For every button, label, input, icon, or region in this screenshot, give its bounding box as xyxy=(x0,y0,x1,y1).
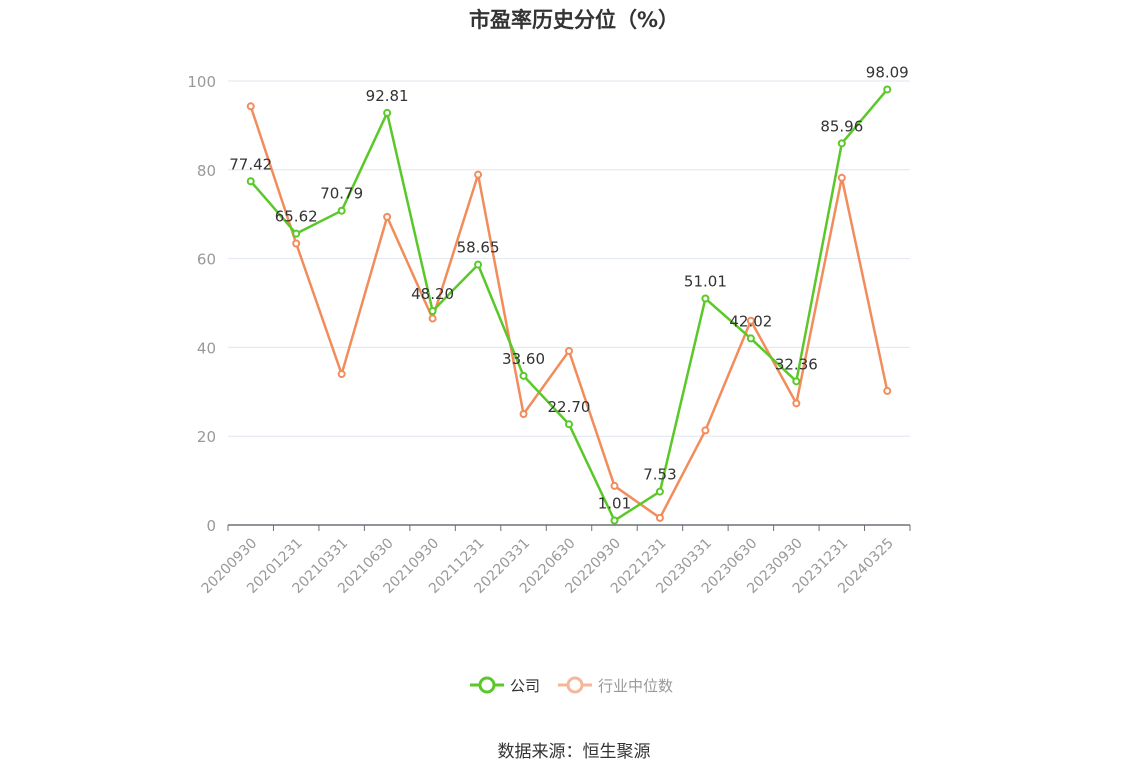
data-point-industry-median xyxy=(883,386,892,395)
data-point-company xyxy=(246,177,255,186)
data-label-company: 58.65 xyxy=(457,239,500,257)
data-point-company xyxy=(337,206,346,215)
data-point-company xyxy=(383,108,392,117)
data-label-company: 65.62 xyxy=(275,208,318,226)
data-point-industry-median xyxy=(746,316,755,325)
data-point-company xyxy=(701,294,710,303)
data-point-industry-median xyxy=(474,170,483,179)
data-point-industry-median xyxy=(246,102,255,111)
data-point-company xyxy=(883,85,892,94)
data-label-company: 7.53 xyxy=(643,466,676,484)
series-line-industry-median xyxy=(249,105,889,520)
data-point-industry-median xyxy=(792,399,801,408)
chart-title: 市盈率历史分位（%） xyxy=(468,8,680,32)
legend-label-industry-median: 行业中位数 xyxy=(598,676,674,695)
y-tick-label: 40 xyxy=(197,339,216,357)
data-label-company: 85.96 xyxy=(820,117,863,135)
data-label-company: 33.60 xyxy=(502,350,545,368)
legend-line-circle-icon xyxy=(558,676,592,694)
data-point-industry-median xyxy=(655,513,664,522)
data-point-company xyxy=(610,516,619,525)
data-point-company xyxy=(837,139,846,148)
data-label-company: 51.01 xyxy=(684,273,727,291)
data-point-industry-median xyxy=(837,173,846,182)
series-line-company xyxy=(249,88,889,522)
data-point-company xyxy=(474,260,483,269)
data-point-industry-median xyxy=(565,346,573,355)
legend-item-company[interactable]: 公司 xyxy=(470,672,540,698)
y-tick-label: 100 xyxy=(187,73,216,91)
legend-line-circle-icon xyxy=(470,676,504,694)
data-source-note: 数据来源：恒生聚源 xyxy=(497,742,651,762)
data-point-company xyxy=(292,229,301,238)
data-label-company: 98.09 xyxy=(866,63,909,81)
data-point-company xyxy=(792,377,801,386)
data-label-company: 1.01 xyxy=(598,495,631,513)
data-point-industry-median xyxy=(701,426,710,435)
data-point-company xyxy=(655,487,664,496)
y-tick-label: 80 xyxy=(197,162,216,180)
data-point-industry-median xyxy=(519,410,528,418)
data-point-company xyxy=(746,334,755,343)
chart-legend: 公司 行业中位数 xyxy=(0,672,1148,698)
data-point-company xyxy=(565,420,573,429)
data-label-company: 92.81 xyxy=(366,87,409,105)
y-tick-label: 0 xyxy=(206,517,216,535)
data-point-industry-median xyxy=(610,481,619,490)
data-point-industry-median xyxy=(292,239,301,248)
data-point-industry-median xyxy=(383,212,392,221)
data-label-company: 22.70 xyxy=(548,398,591,416)
y-tick-label: 60 xyxy=(197,251,216,269)
data-label-company: 42.02 xyxy=(729,312,772,330)
data-label-company: 70.79 xyxy=(320,185,363,203)
data-point-company xyxy=(519,371,528,380)
legend-label-company: 公司 xyxy=(510,676,541,695)
data-label-company: 77.42 xyxy=(229,155,272,173)
data-point-industry-median xyxy=(428,314,437,323)
data-label-company: 48.20 xyxy=(411,285,454,303)
data-point-industry-median xyxy=(337,370,346,379)
data-point-company xyxy=(428,306,437,315)
legend-item-industry-median[interactable]: 行业中位数 xyxy=(558,672,673,698)
y-tick-label: 20 xyxy=(197,428,216,446)
data-label-company: 32.36 xyxy=(775,355,818,373)
